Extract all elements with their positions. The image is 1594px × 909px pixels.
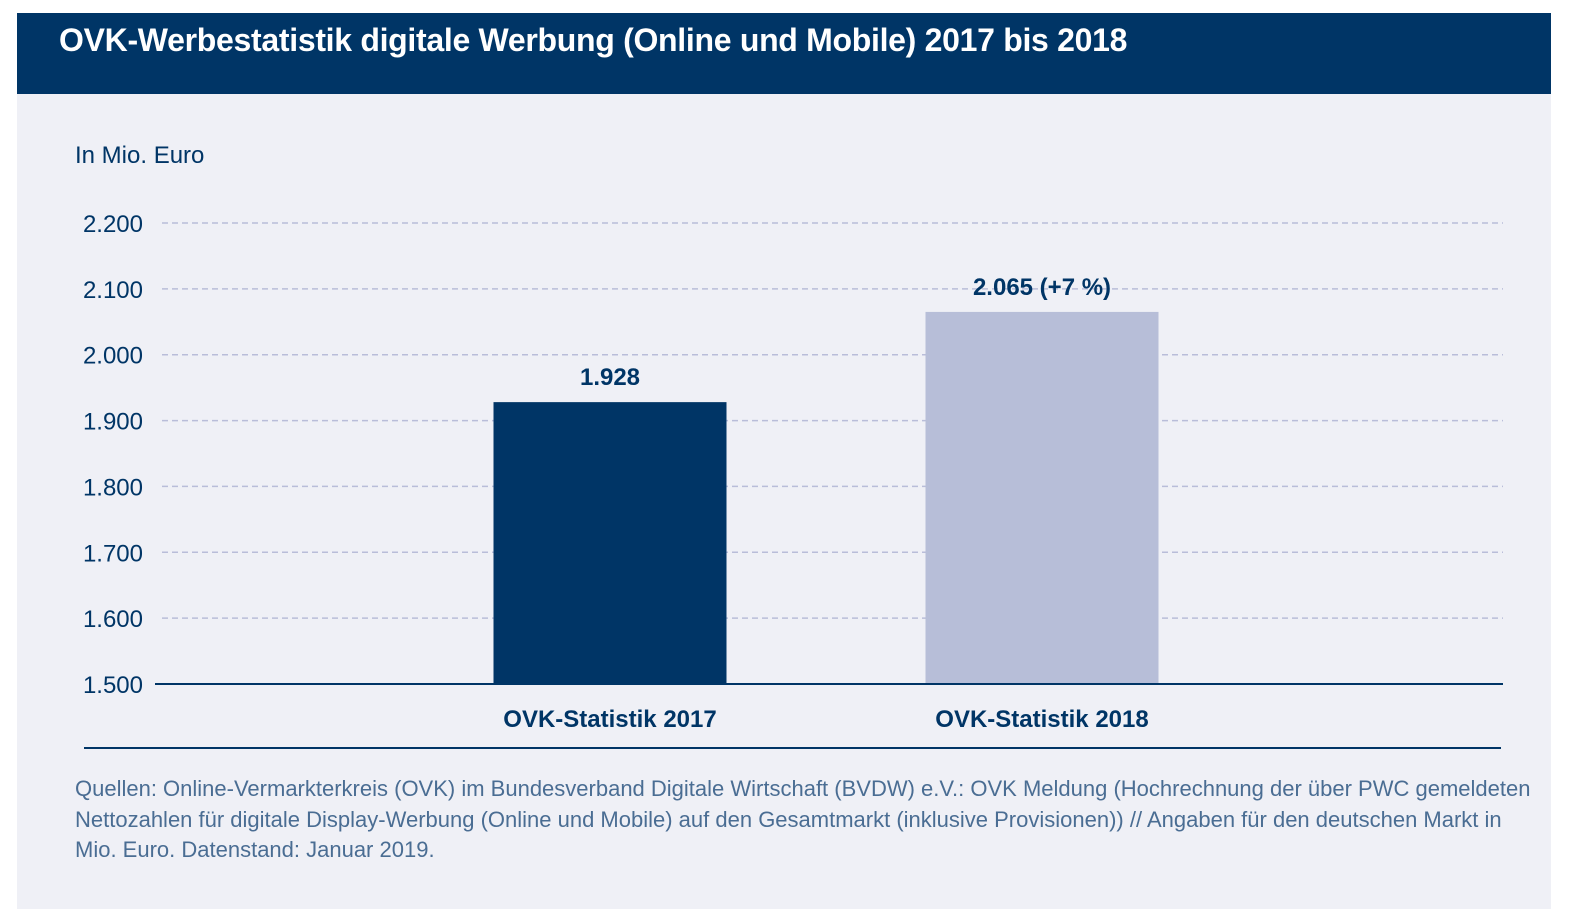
x-tick-label: OVK-Statistik 2017 [503,706,716,733]
title-bar [17,13,1551,94]
y-tick-label: 1.600 [83,606,143,633]
y-axis-unit-label: In Mio. Euro [75,142,205,169]
y-tick-label: 2.100 [83,277,143,304]
chart-panel [17,13,1551,909]
x-tick-label: OVK-Statistik 2018 [935,706,1148,733]
y-tick-label: 1.700 [83,540,143,567]
y-tick-label: 2.000 [83,343,143,370]
data-label: 2.065 (+7 %) [973,274,1111,301]
data-label: 1.928 [580,364,640,391]
y-tick-label: 1.500 [83,672,143,699]
y-tick-label: 2.200 [83,211,143,238]
bar-2 [925,311,1159,684]
chart-title: OVK-Werbestatistik digitale Werbung (Onl… [59,22,1128,58]
divider [84,747,1501,749]
y-tick-label: 1.800 [83,474,143,501]
bar-1 [493,402,727,684]
source-note: Quellen: Online-Vermarkterkreis (OVK) im… [75,776,1531,862]
y-tick-label: 1.900 [83,409,143,436]
